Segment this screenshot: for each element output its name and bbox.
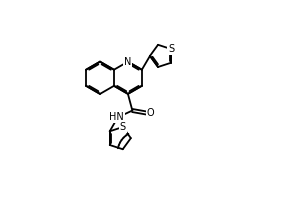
Text: O: O xyxy=(146,108,154,118)
Text: S: S xyxy=(120,122,126,132)
Text: HN: HN xyxy=(109,112,124,122)
Text: S: S xyxy=(168,44,174,54)
Text: N: N xyxy=(124,57,132,67)
